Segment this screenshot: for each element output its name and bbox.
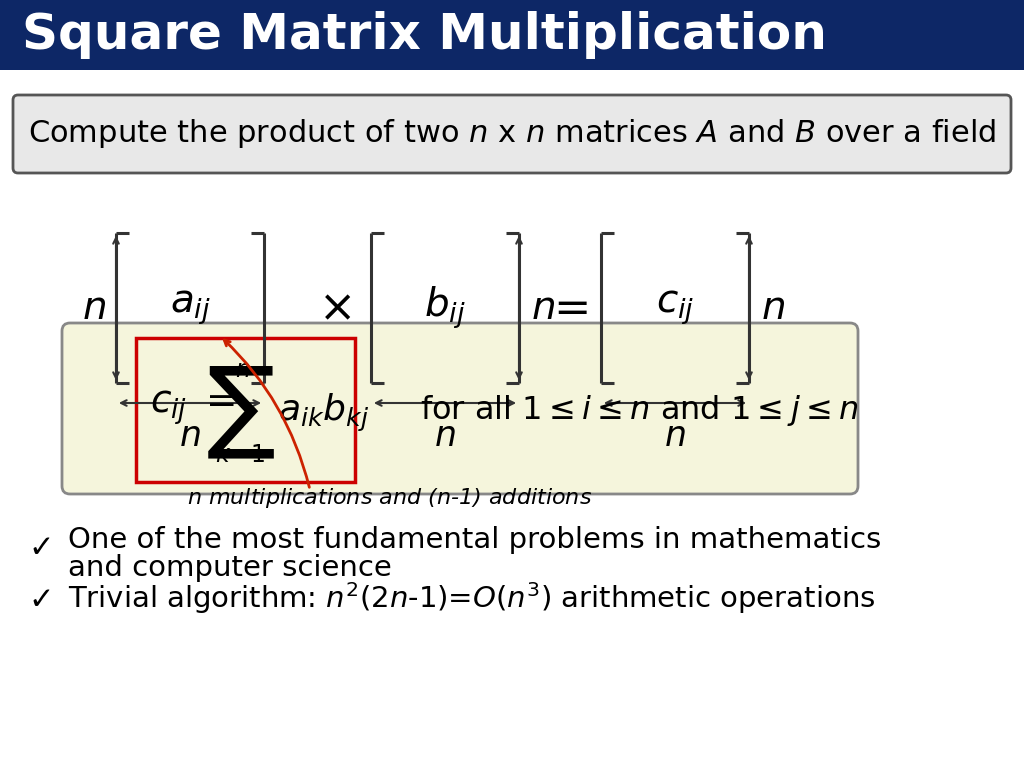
Text: for all $1 \leq i \leq n$ and $1 \leq j \leq n$: for all $1 \leq i \leq n$ and $1 \leq j … bbox=[420, 392, 858, 428]
Text: $n$: $n$ bbox=[761, 289, 785, 327]
Text: Square Matrix Multiplication: Square Matrix Multiplication bbox=[22, 11, 826, 59]
Text: $n$ multiplications and ($n$-1) additions: $n$ multiplications and ($n$-1) addition… bbox=[187, 486, 593, 510]
Text: $n$: $n$ bbox=[531, 289, 555, 327]
Text: $n$: $n$ bbox=[82, 289, 106, 327]
Text: $c_{ij}\ =$: $c_{ij}\ =$ bbox=[150, 389, 236, 427]
Text: Compute the product of two $n$ x $n$ matrices $A$ and $B$ over a field: Compute the product of two $n$ x $n$ mat… bbox=[28, 118, 996, 151]
Text: $a_{ij}$: $a_{ij}$ bbox=[170, 289, 211, 327]
Text: $\checkmark$: $\checkmark$ bbox=[28, 531, 50, 561]
Text: $n$: $n$ bbox=[179, 419, 201, 453]
FancyBboxPatch shape bbox=[62, 323, 858, 494]
Text: $b_{ij}$: $b_{ij}$ bbox=[424, 285, 466, 331]
Text: $k\!=\!1$: $k\!=\!1$ bbox=[215, 443, 265, 467]
Text: $n$: $n$ bbox=[665, 419, 686, 453]
Text: One of the most fundamental problems in mathematics: One of the most fundamental problems in … bbox=[68, 526, 882, 554]
Text: $\checkmark$: $\checkmark$ bbox=[28, 584, 50, 613]
Text: $\sum$: $\sum$ bbox=[206, 365, 274, 461]
Text: $n$: $n$ bbox=[434, 419, 456, 453]
Text: and computer science: and computer science bbox=[68, 554, 392, 582]
Text: $=$: $=$ bbox=[546, 286, 589, 329]
Text: $\times$: $\times$ bbox=[318, 286, 351, 329]
Text: $n$: $n$ bbox=[236, 358, 251, 382]
Bar bbox=[0, 0, 1024, 70]
Text: $c_{ij}$: $c_{ij}$ bbox=[655, 289, 694, 327]
Text: $a_{ik}b_{kj}$: $a_{ik}b_{kj}$ bbox=[278, 392, 370, 434]
Text: Trivial algorithm: $n^2(2n$-$1)$=$O(n^3)$ arithmetic operations: Trivial algorithm: $n^2(2n$-$1)$=$O(n^3)… bbox=[68, 580, 876, 616]
FancyBboxPatch shape bbox=[13, 95, 1011, 173]
